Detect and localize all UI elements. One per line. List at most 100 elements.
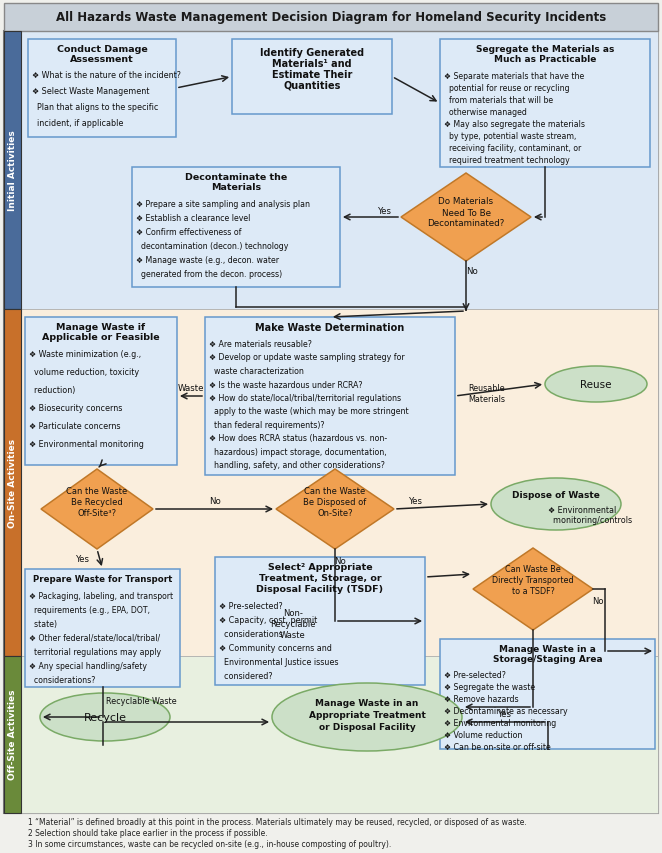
- Text: Waste: Waste: [280, 630, 306, 640]
- Bar: [205, 317, 455, 475]
- Bar: [21, 32, 658, 310]
- Text: ❖ Pre-selected?: ❖ Pre-selected?: [444, 670, 506, 679]
- Ellipse shape: [491, 479, 621, 531]
- Bar: [440, 639, 655, 749]
- Bar: [21, 310, 658, 656]
- Text: Be Recycled: Be Recycled: [71, 498, 123, 507]
- Text: All Hazards Waste Management Decision Diagram for Homeland Security Incidents: All Hazards Waste Management Decision Di…: [56, 11, 606, 25]
- Text: from materials that will be: from materials that will be: [444, 96, 553, 105]
- Text: Applicable or Feasible: Applicable or Feasible: [42, 334, 160, 342]
- Text: Need To Be: Need To Be: [442, 208, 491, 218]
- Text: ❖ Select Waste Management: ❖ Select Waste Management: [32, 87, 150, 96]
- Text: Off-Site³?: Off-Site³?: [77, 509, 117, 518]
- Text: Recyclable Waste: Recyclable Waste: [107, 697, 177, 705]
- Bar: [28, 40, 176, 138]
- Text: Yes: Yes: [409, 497, 423, 506]
- Bar: [25, 569, 180, 688]
- Bar: [4, 4, 658, 32]
- Text: ❖ Other federal/state/local/tribal/: ❖ Other federal/state/local/tribal/: [29, 633, 160, 642]
- Text: ❖ Environmental monitoring: ❖ Environmental monitoring: [29, 439, 144, 449]
- Text: ❖ Remove hazards: ❖ Remove hazards: [444, 694, 518, 703]
- Text: Treatment, Storage, or: Treatment, Storage, or: [259, 574, 381, 583]
- Text: Conduct Damage: Conduct Damage: [57, 45, 148, 55]
- Text: Much as Practicable: Much as Practicable: [494, 55, 596, 65]
- Text: Manage Waste if: Manage Waste if: [56, 323, 146, 332]
- Text: requirements (e.g., EPA, DOT,: requirements (e.g., EPA, DOT,: [29, 606, 150, 614]
- Polygon shape: [41, 469, 153, 549]
- Text: Identify Generated: Identify Generated: [260, 48, 364, 58]
- Text: considered?: considered?: [219, 671, 273, 680]
- Text: ❖ Manage waste (e.g., decon. water: ❖ Manage waste (e.g., decon. water: [136, 256, 279, 264]
- Text: state): state): [29, 619, 57, 629]
- Text: ❖ Are materials reusable?: ❖ Are materials reusable?: [209, 339, 312, 349]
- Bar: [4, 310, 21, 656]
- Text: No: No: [334, 557, 346, 566]
- Polygon shape: [473, 548, 593, 630]
- Text: Dispose of Waste: Dispose of Waste: [512, 491, 600, 500]
- Bar: [21, 656, 658, 813]
- Text: Can Waste Be: Can Waste Be: [505, 565, 561, 574]
- Text: ❖ How do state/local/tribal/territorial regulations: ❖ How do state/local/tribal/territorial …: [209, 393, 401, 403]
- Text: No: No: [592, 597, 604, 606]
- Text: Recyclable: Recyclable: [270, 620, 316, 629]
- Text: ❖ Capacity, cost, permit: ❖ Capacity, cost, permit: [219, 615, 317, 624]
- Text: ❖ Establish a clearance level: ❖ Establish a clearance level: [136, 214, 250, 223]
- Text: ❖ May also segregate the materials: ❖ May also segregate the materials: [444, 120, 585, 129]
- Bar: [132, 168, 340, 287]
- Text: Can the Waste: Can the Waste: [66, 487, 128, 496]
- Bar: [25, 317, 177, 466]
- Text: ❖ Separate materials that have the: ❖ Separate materials that have the: [444, 72, 585, 81]
- Text: No: No: [209, 497, 220, 506]
- Text: ❖ Particulate concerns: ❖ Particulate concerns: [29, 421, 120, 431]
- Text: incident, if applicable: incident, if applicable: [32, 119, 123, 128]
- Text: ❖ Waste minimization (e.g.,: ❖ Waste minimization (e.g.,: [29, 350, 141, 358]
- Text: receiving facility, contaminant, or: receiving facility, contaminant, or: [444, 144, 581, 153]
- Text: ❖ Develop or update waste sampling strategy for: ❖ Develop or update waste sampling strat…: [209, 353, 404, 362]
- Text: Decontaminate the: Decontaminate the: [185, 173, 287, 183]
- Polygon shape: [401, 174, 531, 262]
- Text: ❖ Confirm effectiveness of: ❖ Confirm effectiveness of: [136, 228, 242, 237]
- Text: ❖ Volume reduction: ❖ Volume reduction: [444, 730, 522, 740]
- Text: Materials: Materials: [469, 395, 506, 404]
- Text: Off-Site Activities: Off-Site Activities: [8, 689, 17, 780]
- Text: potential for reuse or recycling: potential for reuse or recycling: [444, 84, 569, 93]
- Text: Recycle: Recycle: [83, 712, 126, 722]
- Text: Select² Appropriate: Select² Appropriate: [267, 563, 372, 572]
- Text: ❖ Can be on-site or off-site: ❖ Can be on-site or off-site: [444, 742, 551, 751]
- Text: Manage Waste in a: Manage Waste in a: [499, 645, 596, 653]
- Text: Non-: Non-: [283, 609, 303, 618]
- Text: required treatment technology: required treatment technology: [444, 156, 570, 165]
- Text: Quantities: Quantities: [283, 81, 341, 91]
- Ellipse shape: [272, 683, 462, 751]
- Text: decontamination (decon.) technology: decontamination (decon.) technology: [136, 241, 289, 251]
- Text: territorial regulations may apply: territorial regulations may apply: [29, 647, 161, 656]
- Text: On-Site?: On-Site?: [317, 509, 353, 518]
- Text: ❖ Pre-selected?: ❖ Pre-selected?: [219, 601, 283, 610]
- Text: ❖ Environmental: ❖ Environmental: [548, 505, 616, 514]
- Polygon shape: [276, 469, 394, 549]
- Text: or Disposal Facility: or Disposal Facility: [318, 722, 415, 732]
- Text: apply to the waste (which may be more stringent: apply to the waste (which may be more st…: [209, 407, 408, 416]
- Text: ❖ Biosecurity concerns: ❖ Biosecurity concerns: [29, 403, 122, 413]
- Text: otherwise managed: otherwise managed: [444, 107, 527, 117]
- Text: Prepare Waste for Transport: Prepare Waste for Transport: [33, 575, 172, 583]
- Bar: [4, 656, 21, 813]
- Bar: [215, 557, 425, 685]
- Text: Waste: Waste: [178, 384, 205, 393]
- Text: Do Materials: Do Materials: [438, 197, 494, 206]
- Text: ❖ Prepare a site sampling and analysis plan: ❖ Prepare a site sampling and analysis p…: [136, 200, 310, 209]
- Text: Disposal Facility (TSDF): Disposal Facility (TSDF): [256, 585, 383, 594]
- Text: ❖ Community concerns and: ❖ Community concerns and: [219, 643, 332, 653]
- Text: Directly Transported: Directly Transported: [492, 576, 574, 585]
- Text: Initial Activities: Initial Activities: [8, 131, 17, 212]
- Text: to a TSDF?: to a TSDF?: [512, 587, 555, 595]
- Text: Plan that aligns to the specific: Plan that aligns to the specific: [32, 103, 158, 112]
- Text: ❖ What is the nature of the incident?: ❖ What is the nature of the incident?: [32, 71, 181, 80]
- Text: Reusable: Reusable: [469, 384, 505, 393]
- Text: ❖ Packaging, labeling, and transport: ❖ Packaging, labeling, and transport: [29, 591, 173, 601]
- Text: by type, potential waste stream,: by type, potential waste stream,: [444, 132, 577, 141]
- Text: Segregate the Materials as: Segregate the Materials as: [476, 45, 614, 55]
- Text: Storage/Staging Area: Storage/Staging Area: [493, 655, 602, 664]
- Text: Make Waste Determination: Make Waste Determination: [256, 322, 404, 333]
- Text: Be Disposed of: Be Disposed of: [303, 498, 367, 507]
